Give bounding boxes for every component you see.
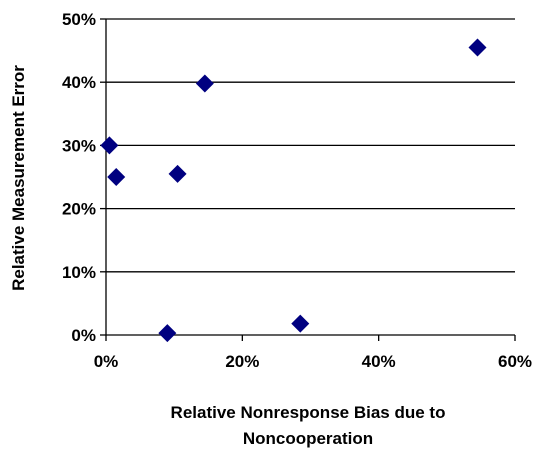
gridlines: [106, 18, 515, 273]
x-tick-label: 0%: [94, 352, 119, 371]
tick-labels: 0% 10% 20% 30% 40% 50% 0% 20% 40% 60%: [62, 10, 532, 371]
axes: [100, 18, 516, 341]
x-tick-label: 20%: [225, 352, 259, 371]
data-point: [158, 324, 177, 343]
y-tick-label: 50%: [62, 10, 96, 29]
x-axis-title-line-1: Relative Nonresponse Bias due to: [171, 403, 446, 422]
data-point: [195, 74, 214, 93]
y-tick-label: 10%: [62, 263, 96, 282]
data-point: [468, 38, 487, 57]
y-tick-label: 0%: [71, 326, 96, 345]
x-tick-label: 60%: [498, 352, 532, 371]
data-point: [107, 168, 126, 186]
data-point: [100, 136, 119, 155]
x-axis-title-line-2: Noncooperation: [243, 429, 373, 448]
x-tick-label: 40%: [362, 352, 396, 371]
data-points: [100, 38, 487, 343]
y-tick-label: 40%: [62, 73, 96, 92]
y-tick-label: 30%: [62, 136, 96, 155]
data-point: [168, 164, 187, 183]
y-axis-title: Relative Measurement Error: [9, 65, 28, 291]
data-point: [291, 314, 310, 333]
y-tick-label: 20%: [62, 200, 96, 219]
